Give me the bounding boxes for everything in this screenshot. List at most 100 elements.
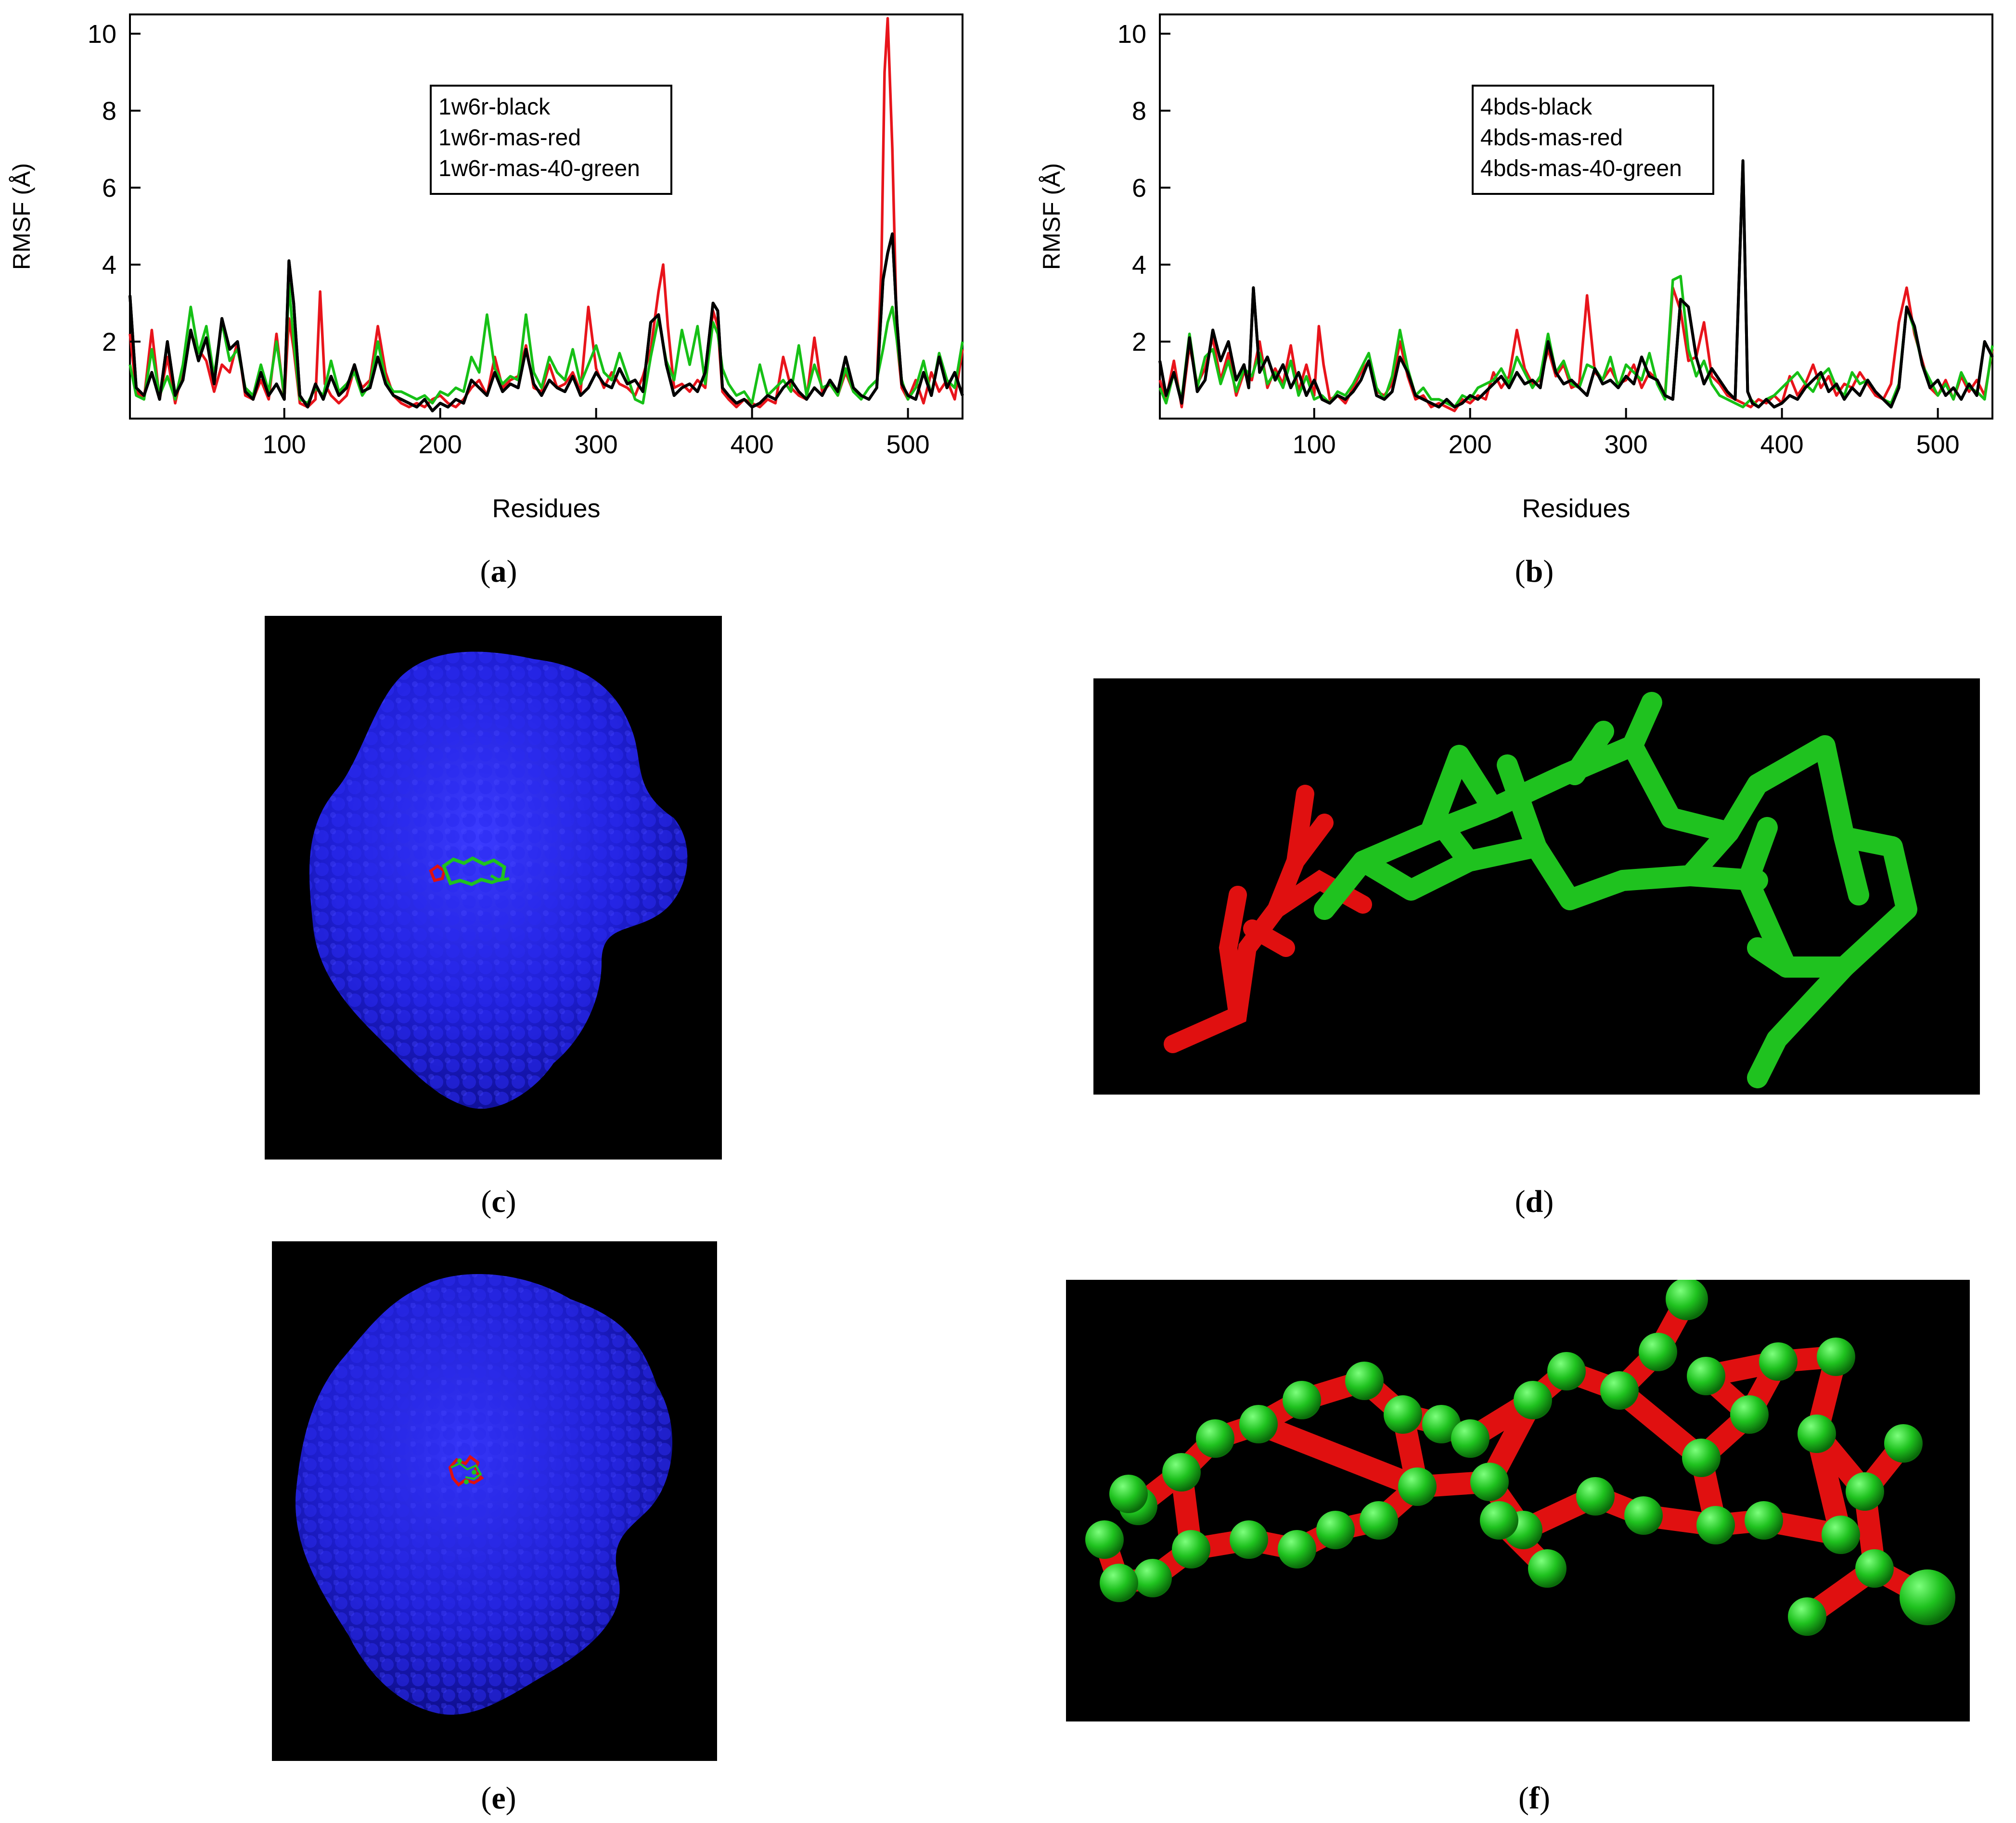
atom: [1239, 1405, 1278, 1443]
legend-entry: 4bds-mas-red: [1480, 125, 1623, 151]
atom: [1817, 1338, 1855, 1376]
caption-c: (c): [481, 1184, 516, 1219]
atom: [1547, 1352, 1586, 1390]
y-axis-label: RMSF (Å): [8, 163, 35, 270]
atom: [1576, 1477, 1615, 1516]
x-tick-label: 100: [263, 430, 306, 459]
legend-entry: 1w6r-mas-40-green: [438, 156, 640, 181]
protein-surface-drawing: [309, 651, 688, 1109]
legend: 1w6r-black 1w6r-mas-red 1w6r-mas-40-green: [430, 85, 672, 195]
y-tick-label: 6: [1132, 174, 1146, 203]
x-tick-label: 300: [575, 430, 618, 459]
atom: [1100, 1564, 1138, 1602]
x-tick-label: 300: [1605, 430, 1648, 459]
ligand-closeup-image-f: [1066, 1280, 1970, 1721]
atom: [1900, 1569, 1955, 1625]
atom: [1696, 1506, 1735, 1544]
rmsf-chart-1w6r: 100 200 300 400 500 2 4 6 8 10 Residues RMSF (Å) 1w6…: [8, 13, 964, 523]
atom: [1600, 1371, 1639, 1410]
atom: [1514, 1381, 1552, 1419]
x-tick-label: 200: [1449, 430, 1492, 459]
atom: [1451, 1419, 1490, 1458]
y-tick-label: 2: [102, 328, 116, 357]
atom: [1172, 1530, 1210, 1568]
atom: [1230, 1520, 1268, 1559]
atom: [1682, 1439, 1721, 1477]
atom: [1283, 1381, 1321, 1419]
ligand-closeup-image-d: [1093, 678, 1980, 1095]
y-tick-label: 4: [1132, 251, 1146, 280]
atom: [1855, 1549, 1894, 1588]
x-tick-label: 500: [1916, 430, 1960, 459]
protein-surface-image-4bds: [272, 1241, 717, 1761]
legend: 4bds-black 4bds-mas-red 4bds-mas-40-green: [1472, 85, 1714, 195]
ball-and-stick-drawing-f: [1085, 1280, 1955, 1636]
atom: [1687, 1357, 1725, 1395]
caption-d: (d): [1515, 1184, 1554, 1219]
y-tick-label: 10: [1117, 20, 1146, 49]
caption-a: (a): [480, 554, 517, 589]
atom: [1109, 1475, 1148, 1513]
series-line-top-4bds-black: [1158, 159, 1994, 408]
y-tick-label: 8: [1132, 97, 1146, 126]
atom: [1730, 1395, 1769, 1434]
ligand-in-pocket-c: [429, 856, 510, 886]
atom: [1822, 1516, 1860, 1554]
legend-entry: 1w6r-black: [438, 94, 551, 120]
series-line-1w6r-mas-40-green: [128, 282, 964, 405]
atom: [1133, 1559, 1172, 1597]
atom: [1798, 1415, 1836, 1453]
legend-box: [1472, 85, 1714, 195]
legend-box: [430, 85, 672, 195]
y-tick-label: 6: [102, 174, 116, 203]
protein-surface-drawing-e: [295, 1274, 673, 1715]
atom: [1666, 1280, 1708, 1320]
red-bonds: [1093, 1288, 1939, 1628]
atom: [1759, 1342, 1798, 1381]
y-axis-label: RMSF (Å): [1038, 163, 1065, 270]
legend-entry: 4bds-black: [1480, 94, 1592, 120]
plot-frame: [129, 13, 963, 420]
atom: [1470, 1463, 1509, 1501]
x-tick-label: 400: [1760, 430, 1804, 459]
atom: [1278, 1530, 1316, 1568]
atom: [1624, 1496, 1663, 1535]
atom: [1528, 1549, 1567, 1588]
x-tick-label: 400: [731, 430, 774, 459]
y-tick-label: 10: [88, 20, 116, 49]
atom: [1480, 1501, 1518, 1540]
atom: [1788, 1597, 1826, 1636]
y-tick-label: 2: [1132, 328, 1146, 357]
atom: [1745, 1501, 1783, 1540]
atom: [1884, 1424, 1923, 1463]
atom: [1422, 1405, 1461, 1443]
x-axis-label: Residues: [1522, 494, 1630, 523]
atom: [1846, 1472, 1884, 1511]
y-tick-label: 8: [102, 97, 116, 126]
x-tick-label: 200: [419, 430, 462, 459]
caption-b: (b): [1515, 554, 1554, 589]
atom: [1639, 1333, 1677, 1371]
atom: [1316, 1511, 1355, 1549]
x-tick-label: 500: [886, 430, 930, 459]
bond: [1247, 1413, 1428, 1498]
protein-surface-image-1w6r: [265, 616, 722, 1160]
plot-frame: [1159, 13, 1993, 420]
atom: [1398, 1467, 1437, 1506]
ligand-in-pocket-e: [448, 1454, 484, 1487]
atom: [1384, 1395, 1422, 1434]
x-tick-label: 100: [1293, 430, 1336, 459]
series-line-top-1w6r-black: [128, 232, 964, 412]
atom: [1345, 1362, 1384, 1400]
atom: [1085, 1520, 1124, 1559]
atom: [1162, 1453, 1201, 1492]
legend-entry: 4bds-mas-40-green: [1480, 156, 1682, 181]
x-axis-label: Residues: [492, 494, 600, 523]
ligand-sticks-drawing-d: [1164, 692, 1917, 1088]
rmsf-chart-4bds: 100 200 300 400 500 2 4 6 8 10 Residues RMSF (Å) 4bd…: [1038, 13, 1994, 523]
atom: [1196, 1419, 1234, 1458]
y-tick-label: 4: [102, 251, 116, 280]
caption-e: (e): [481, 1781, 516, 1816]
legend-entry: 1w6r-mas-red: [438, 125, 581, 151]
caption-f: (f): [1518, 1781, 1550, 1816]
